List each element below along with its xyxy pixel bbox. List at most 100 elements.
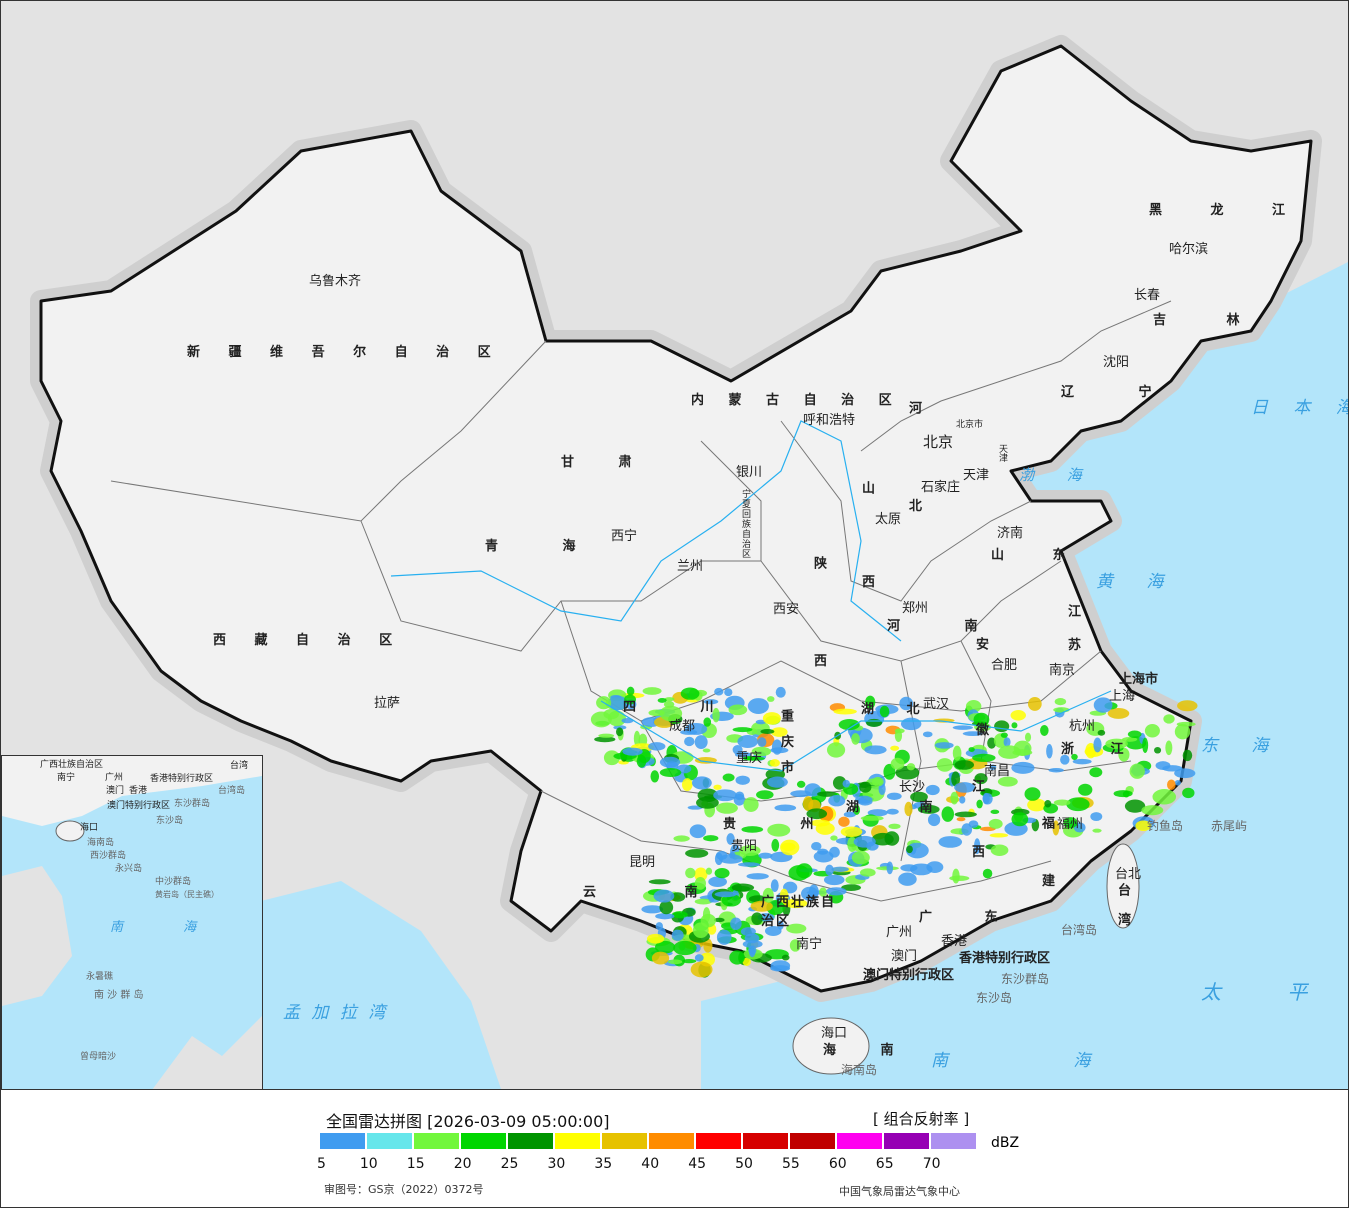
radar-echo <box>775 686 786 698</box>
city-chengdu: 成都 <box>669 719 696 734</box>
radar-echo <box>997 776 1018 787</box>
radar-echo <box>922 731 933 738</box>
label-yunnan: 云 南 <box>583 885 740 900</box>
label-anhui: 安 徽 <box>973 637 988 770</box>
radar-echo <box>872 776 884 787</box>
radar-echo <box>838 816 850 827</box>
inset-label: 香港 <box>129 786 148 796</box>
radar-echo <box>779 888 789 905</box>
radar-echo <box>1127 730 1142 739</box>
radar-echo <box>982 868 993 879</box>
inset-label: 南 沙 群 岛 <box>94 990 144 1001</box>
label-heilongjiang: 黑 龙 江 <box>1149 203 1308 218</box>
label-jiangsu: 江 苏 <box>1065 604 1080 659</box>
radar-echo <box>961 823 973 836</box>
radar-echo <box>825 864 834 876</box>
radar-echo <box>756 790 774 800</box>
city-hangzhou: 杭州 <box>1069 719 1096 734</box>
inset-label: 澳门 <box>106 786 125 796</box>
scale-tick: 10 <box>359 1156 378 1172</box>
radar-echo <box>689 824 707 839</box>
radar-echo <box>1167 779 1176 791</box>
radar-echo <box>1135 820 1152 832</box>
radar-echo <box>694 735 708 749</box>
radar-echo <box>786 923 807 934</box>
radar-echo <box>990 844 1009 856</box>
inset-map <box>2 756 262 1090</box>
radar-echo <box>1071 753 1078 761</box>
island-chiwei: 赤尾屿 <box>1211 819 1248 833</box>
radar-echo <box>714 852 723 866</box>
radar-echo <box>954 760 975 770</box>
city-nanning: 南宁 <box>796 937 823 952</box>
bay-of-bengal <box>261 881 501 1089</box>
radar-echo <box>819 887 827 897</box>
color-swatch <box>931 1133 976 1149</box>
radar-echo <box>680 687 700 700</box>
city-changchun: 长春 <box>1134 288 1161 303</box>
inset-label: 南 海 <box>110 920 225 935</box>
radar-echo <box>826 742 846 758</box>
radar-echo <box>1124 799 1146 813</box>
radar-echo <box>694 898 713 905</box>
label-zhejiang: 浙 江 <box>1061 742 1140 757</box>
radar-echo <box>598 733 615 738</box>
radar-echo <box>828 794 846 807</box>
inset-label: 永兴岛 <box>115 864 143 874</box>
radar-echo <box>917 804 940 814</box>
scale-tick: 70 <box>922 1156 941 1172</box>
radar-echo <box>989 833 1009 838</box>
radar-echo <box>1003 737 1011 747</box>
radar-echo <box>790 790 812 798</box>
city-hohhot: 呼和浩特 <box>803 413 856 428</box>
radar-echo <box>668 959 683 965</box>
radar-echo <box>952 745 962 761</box>
radar-echo <box>952 725 973 730</box>
sea-japan: 日 本 海 <box>1251 398 1348 418</box>
radar-echo <box>615 727 624 737</box>
radar-echo <box>648 742 666 751</box>
radar-echo <box>810 819 830 827</box>
city-guangzhou: 广州 <box>886 925 913 940</box>
city-taiyuan: 太原 <box>875 512 902 527</box>
radar-echo <box>956 817 966 822</box>
label-xizang: 西 藏 自 治 区 <box>213 633 405 648</box>
radar-echo <box>1141 805 1164 816</box>
radar-echo <box>685 867 696 879</box>
radar-echo <box>762 712 781 725</box>
inset-label: 东沙岛 <box>156 816 184 826</box>
radar-echo <box>729 950 745 965</box>
radar-echo <box>854 795 873 804</box>
radar-echo <box>1174 724 1191 740</box>
radar-echo <box>899 696 914 711</box>
label-xinjiang: 新 疆 维 吾 尔 自 治 区 <box>187 345 503 360</box>
radar-echo <box>1063 817 1078 829</box>
radar-echo <box>771 727 788 737</box>
color-swatch <box>696 1133 741 1149</box>
inset-label: 台湾岛 <box>218 786 246 796</box>
radar-echo <box>832 776 847 790</box>
radar-echo <box>904 801 913 817</box>
china-radar-map[interactable] <box>1 1 1349 1089</box>
inset-label: 黄岩岛（民主礁） <box>155 890 219 899</box>
radar-echo <box>659 756 681 768</box>
label-henan: 河 南 <box>887 619 1008 634</box>
color-swatch <box>884 1133 929 1149</box>
radar-echo <box>826 887 847 896</box>
radar-echo <box>767 823 791 837</box>
radar-echo <box>1182 749 1193 762</box>
radar-echo <box>747 698 769 715</box>
radar-echo <box>898 872 917 886</box>
city-hongkong: 香港 <box>941 934 968 949</box>
inset-label: 东沙群岛 <box>174 799 211 809</box>
radar-echo <box>954 782 975 793</box>
island-dongsha-group: 东沙群岛 <box>1001 972 1050 986</box>
radar-echo <box>718 854 743 864</box>
radar-echo <box>659 768 682 778</box>
label-shanghai-city: 上海市 <box>1119 672 1159 687</box>
label-hongkong-sar: 香港特别行政区 <box>959 951 1051 966</box>
radar-echo <box>770 960 791 972</box>
radar-echo <box>766 776 788 788</box>
radar-echo <box>771 838 780 852</box>
label-guangdong: 广 东 <box>919 910 1022 925</box>
